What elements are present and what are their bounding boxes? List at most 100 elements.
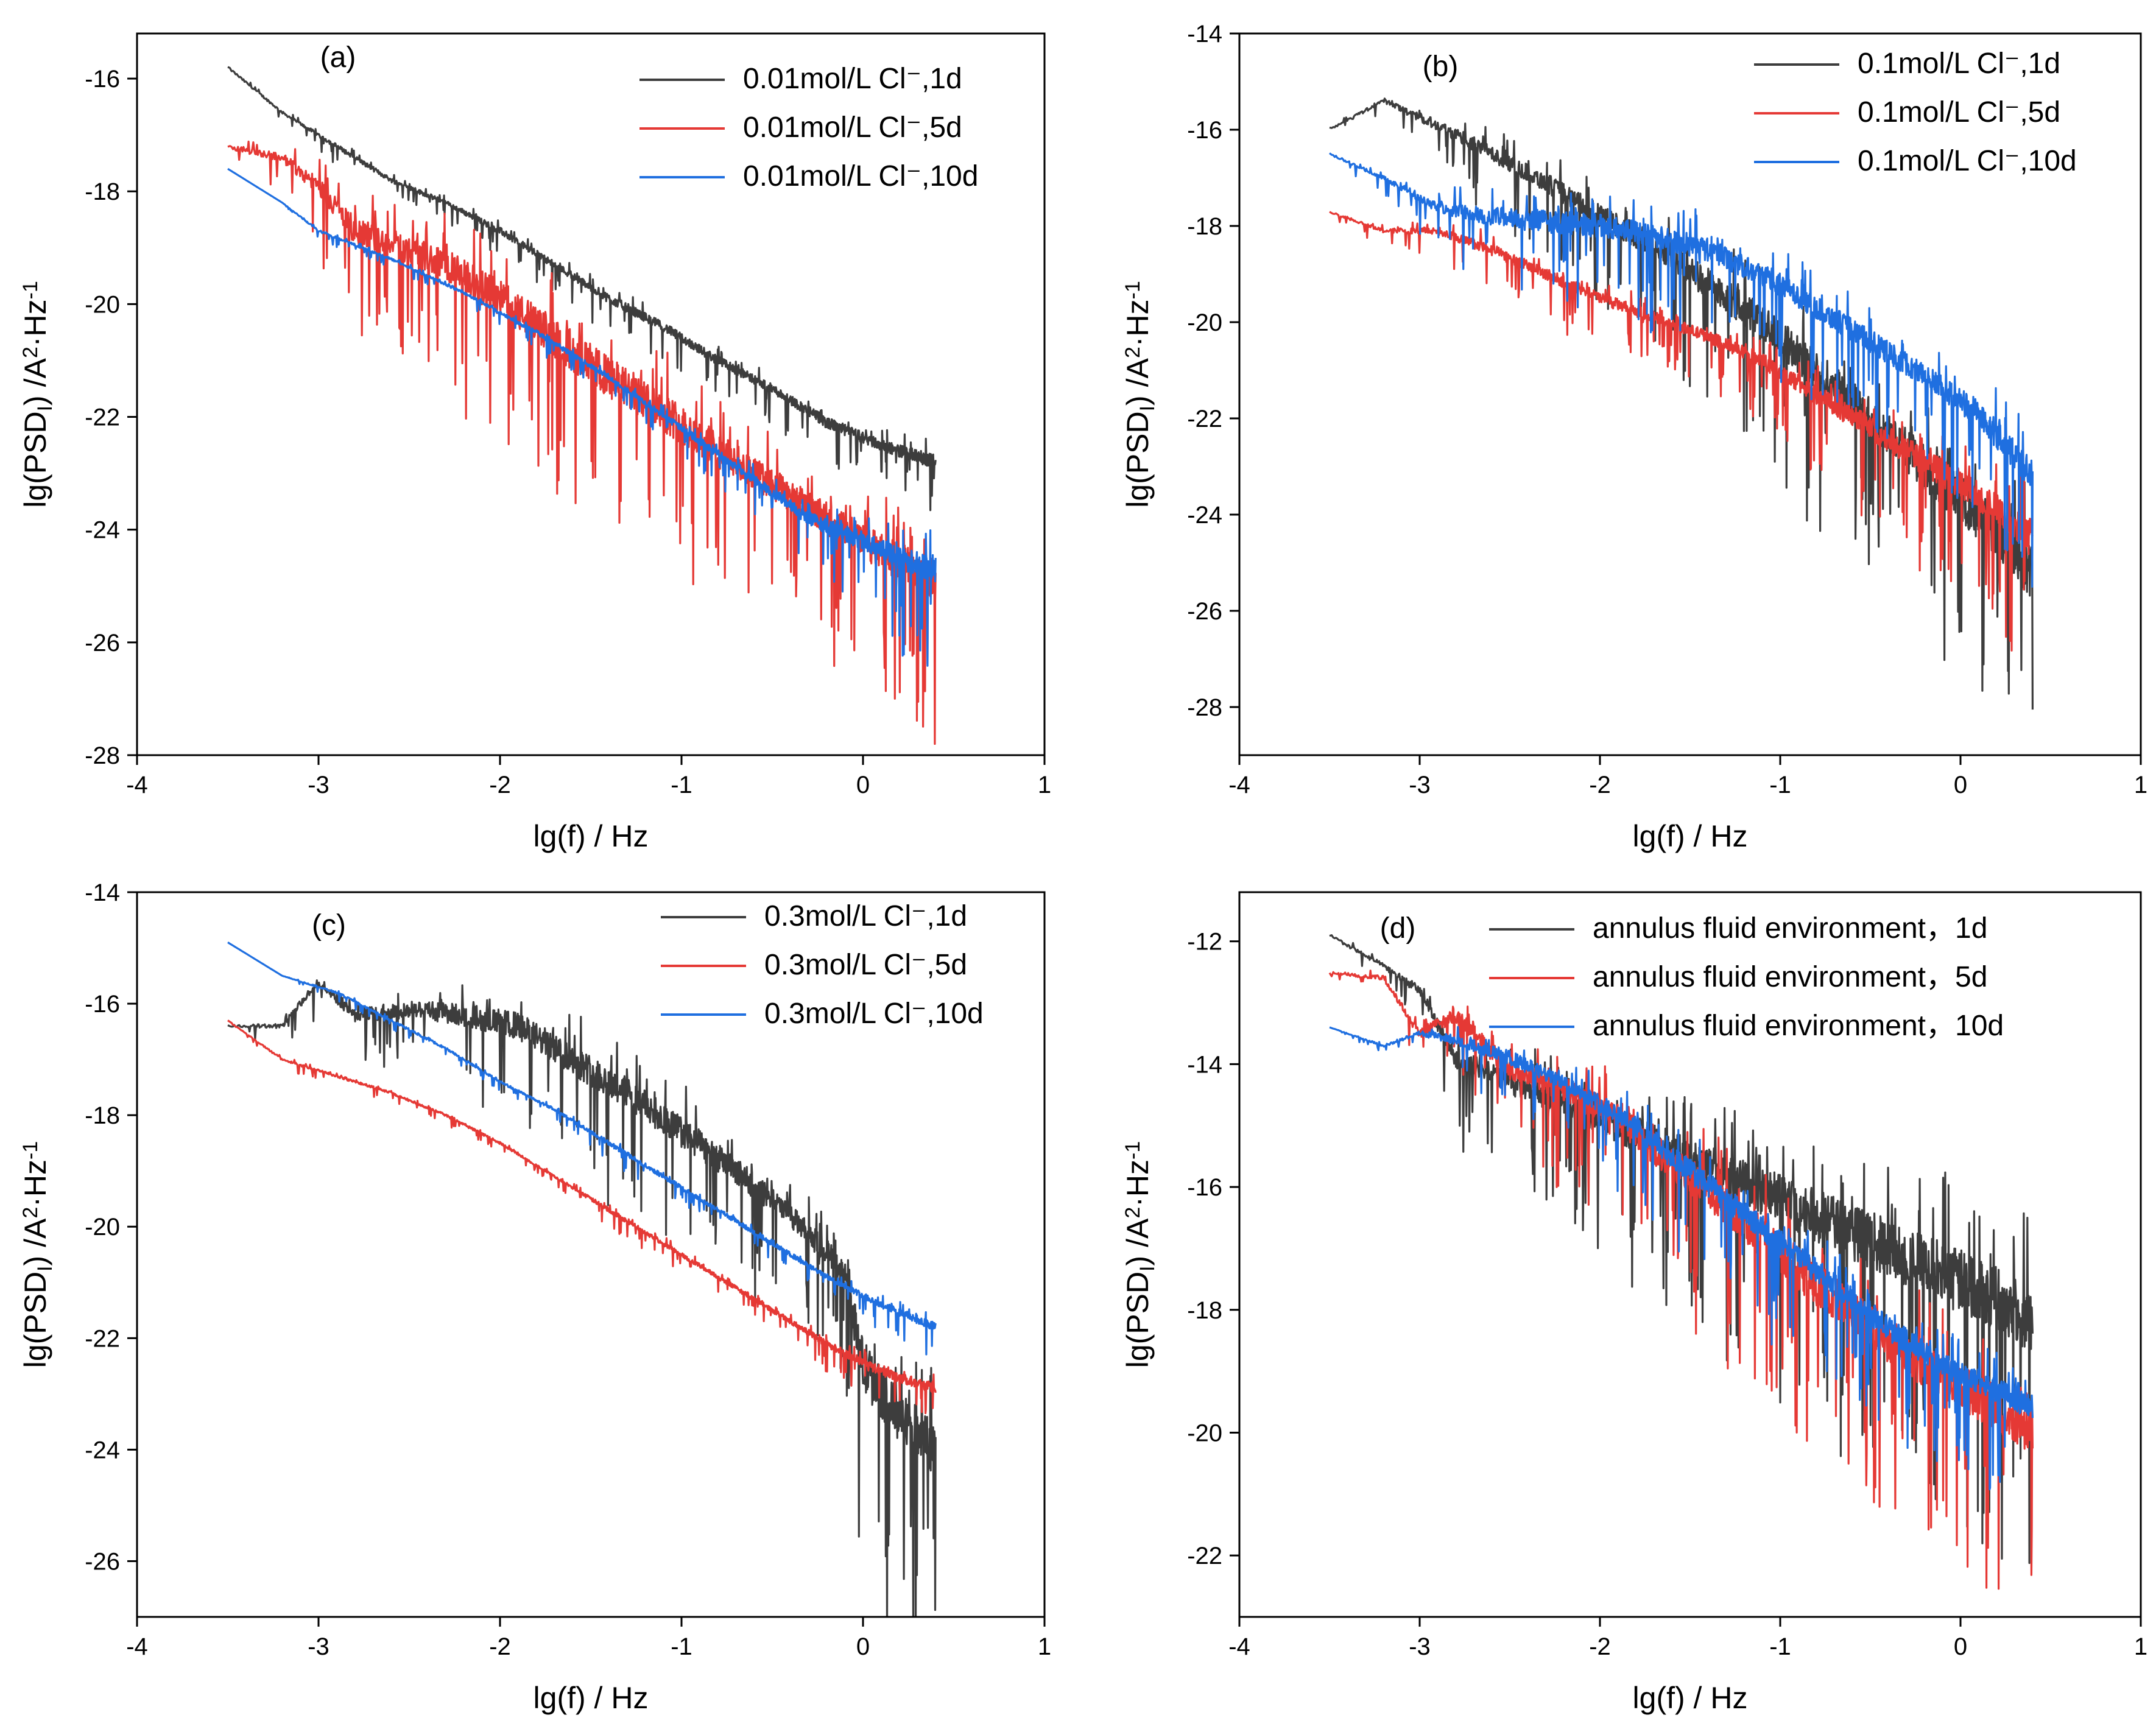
series-line-2 bbox=[227, 140, 937, 745]
series-line-3 bbox=[1329, 152, 2034, 588]
x-tick-label: -2 bbox=[489, 772, 511, 798]
series-group bbox=[227, 942, 937, 1617]
x-tick-label: -2 bbox=[489, 1633, 511, 1660]
x-tick-label: -1 bbox=[671, 772, 692, 798]
x-tick-label: -1 bbox=[1769, 772, 1791, 798]
x-axis-label: lg(f) / Hz bbox=[534, 819, 649, 853]
plot-frame bbox=[1238, 32, 2142, 756]
y-tick-label: -18 bbox=[1187, 1297, 1222, 1324]
y-tick-label: -24 bbox=[1187, 502, 1222, 529]
x-axis-label: lg(f) / Hz bbox=[1633, 819, 1748, 853]
chart-panel-b: -4 -3 -2 -1 0 1 -28 -26 -24 -22 -20 -18 -16 -14 lg(f) … bbox=[1121, 21, 2147, 853]
x-tick-label: -1 bbox=[1769, 1633, 1791, 1660]
x-tick-label: -3 bbox=[1409, 1633, 1431, 1660]
y-tick-label: -24 bbox=[85, 517, 120, 544]
x-tick-label: -2 bbox=[1589, 1633, 1611, 1660]
x-tick-label: 0 bbox=[856, 1633, 870, 1660]
series-line-1 bbox=[227, 66, 937, 512]
legend-entry: annulus fluid environment，5d bbox=[1593, 961, 1987, 993]
y-tick-label: -18 bbox=[85, 178, 120, 205]
legend-entry: 0.3mol/L Cl⁻,10d bbox=[764, 998, 984, 1030]
series-line-3 bbox=[227, 167, 937, 667]
legend-entry: 0.01mol/L Cl⁻,1d bbox=[743, 63, 962, 95]
y-tick-label: -14 bbox=[1187, 21, 1222, 48]
plot-frame bbox=[136, 32, 1046, 756]
panel-label: (c) bbox=[312, 909, 346, 942]
legend-entry: 0.3mol/L Cl⁻,5d bbox=[764, 949, 967, 981]
legend-entry: 0.01mol/L Cl⁻,10d bbox=[743, 160, 978, 192]
y-tick-label: -16 bbox=[85, 991, 120, 1018]
y-tick-label: -24 bbox=[85, 1437, 120, 1463]
legend-entry: 0.3mol/L Cl⁻,1d bbox=[764, 900, 967, 932]
x-tick-label: 1 bbox=[2134, 772, 2147, 798]
y-tick-label: -22 bbox=[85, 404, 120, 431]
plot-frame bbox=[1238, 891, 2142, 1618]
x-tick-label: 1 bbox=[1038, 1633, 1051, 1660]
y-axis-label: lg(PSDI) /A2·Hz-1 bbox=[18, 281, 57, 508]
y-tick-label: -26 bbox=[85, 630, 120, 657]
y-tick-label: -22 bbox=[1187, 406, 1222, 432]
legend-entry: 0.01mol/L Cl⁻,5d bbox=[743, 111, 962, 144]
series-line-3 bbox=[1329, 1026, 2034, 1491]
chart-panel-d: -4 -3 -2 -1 0 1 -22 -20 -18 -16 -14 -12 lg(f) / Hz lg… bbox=[1121, 891, 2147, 1715]
x-tick-label: -2 bbox=[1589, 772, 1611, 798]
y-tick-label: -28 bbox=[1187, 694, 1222, 721]
y-tick-label: -20 bbox=[1187, 309, 1222, 336]
panel-label: (b) bbox=[1423, 51, 1459, 83]
series-line-1 bbox=[227, 979, 937, 1617]
y-tick-label: -22 bbox=[85, 1325, 120, 1352]
x-tick-label: 0 bbox=[856, 772, 870, 798]
x-tick-label: 0 bbox=[1954, 1633, 1967, 1660]
y-tick-label: -22 bbox=[1187, 1543, 1222, 1569]
legend-entry: annulus fluid environment，1d bbox=[1593, 912, 1987, 945]
x-tick-label: -4 bbox=[1228, 772, 1250, 798]
x-axis-label: lg(f) / Hz bbox=[1633, 1681, 1748, 1715]
x-tick-label: 1 bbox=[1038, 772, 1051, 798]
y-axis-label: lg(PSDI) /A2·Hz-1 bbox=[18, 1141, 57, 1368]
x-tick-label: -4 bbox=[126, 1633, 148, 1660]
x-axis-label: lg(f) / Hz bbox=[534, 1681, 649, 1715]
y-tick-label: -14 bbox=[85, 879, 120, 906]
legend-entry: 0.1mol/L Cl⁻,10d bbox=[1858, 145, 2077, 177]
y-axis-label: lg(PSDI) /A2·Hz-1 bbox=[1121, 281, 1159, 508]
chart-panel-a: -4 -3 -2 -1 0 1 -28 -26 -24 -22 -20 -18 -16 lg(f) / H… bbox=[18, 32, 1051, 853]
y-axis-label: lg(PSDI) /A2·Hz-1 bbox=[1121, 1141, 1159, 1368]
chart-panel-c: -4 -3 -2 -1 0 1 -26 -24 -22 -20 -18 -16 -14 lg(f) / H… bbox=[18, 879, 1051, 1715]
series-line-3 bbox=[227, 942, 937, 1356]
y-tick-label: -26 bbox=[85, 1548, 120, 1575]
panel-label: (a) bbox=[320, 41, 356, 74]
series-line-2 bbox=[227, 1019, 937, 1415]
series-line-1 bbox=[1329, 97, 2034, 710]
legend-entry: 0.1mol/L Cl⁻,5d bbox=[1858, 96, 2060, 128]
y-tick-label: -16 bbox=[85, 66, 120, 93]
legend-entry: annulus fluid environment，10d bbox=[1593, 1010, 2004, 1042]
y-tick-label: -18 bbox=[85, 1102, 120, 1129]
series-group bbox=[1328, 934, 2034, 1590]
y-tick-label: -12 bbox=[1187, 929, 1222, 956]
y-tick-label: -14 bbox=[1187, 1051, 1222, 1078]
legend-entry: 0.1mol/L Cl⁻,1d bbox=[1858, 48, 2060, 80]
series-line-2 bbox=[1329, 211, 2034, 652]
y-tick-label: -20 bbox=[85, 1214, 120, 1241]
series-group bbox=[1329, 97, 2034, 710]
plot-frame bbox=[136, 891, 1046, 1618]
x-tick-label: -3 bbox=[308, 772, 329, 798]
panel-label: (d) bbox=[1380, 912, 1416, 945]
series-group bbox=[227, 66, 937, 745]
y-tick-label: -20 bbox=[85, 291, 120, 318]
y-tick-label: -20 bbox=[1187, 1420, 1222, 1446]
x-tick-label: -3 bbox=[1409, 772, 1431, 798]
y-tick-label: -16 bbox=[1187, 117, 1222, 144]
x-tick-label: -3 bbox=[308, 1633, 329, 1660]
x-tick-label: 0 bbox=[1954, 772, 1967, 798]
x-tick-label: -4 bbox=[1228, 1633, 1250, 1660]
y-tick-label: -26 bbox=[1187, 598, 1222, 625]
y-tick-label: -16 bbox=[1187, 1174, 1222, 1201]
y-tick-label: -18 bbox=[1187, 213, 1222, 240]
x-tick-label: 1 bbox=[2134, 1633, 2147, 1660]
x-tick-label: -4 bbox=[126, 772, 148, 798]
y-tick-label: -28 bbox=[85, 742, 120, 769]
x-tick-label: -1 bbox=[671, 1633, 692, 1660]
